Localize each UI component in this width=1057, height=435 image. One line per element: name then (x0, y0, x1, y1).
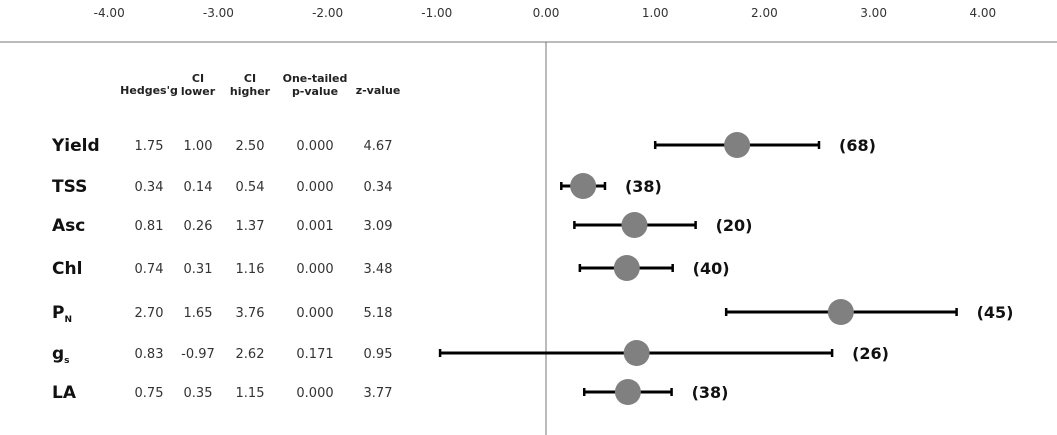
column-headers: Hedges'gCI lower CI higher One-tailed p-value… (120, 72, 400, 98)
forest-row: Yield 1.75 1.00 2.50 0.000 4.67 (68) (51, 132, 876, 158)
column-header: CI higher (230, 72, 271, 98)
data-cell: 0.14 (184, 180, 213, 195)
data-cell: 0.35 (184, 386, 213, 401)
data-cell: 1.65 (184, 306, 213, 321)
data-cell: 0.74 (135, 262, 164, 277)
data-cell: 3.76 (236, 306, 265, 321)
data-cell: 0.34 (135, 180, 164, 195)
sample-size-label: (20) (716, 216, 753, 235)
data-cell: 2.50 (236, 139, 265, 154)
x-tick-label: -3.00 (203, 6, 234, 20)
row-label: TSS (52, 177, 87, 197)
data-cell: 0.54 (236, 180, 265, 195)
data-cell: 3.77 (364, 386, 393, 401)
data-cell: 0.000 (296, 386, 333, 401)
column-header: One-tailed p-value (283, 72, 348, 98)
forest-row: gs 0.83 -0.97 2.62 0.171 0.95 (26) (52, 340, 889, 366)
data-cell: 0.171 (296, 347, 333, 362)
row-label: Yield (51, 136, 100, 156)
sample-size-label: (40) (693, 259, 730, 278)
x-axis: -4.00 -3.00 -2.00 -1.00 0.00 1.00 2.00 3.00 4.00 (0, 6, 1057, 435)
sample-size-label: (45) (977, 303, 1014, 322)
row-label: Asc (52, 216, 85, 236)
forest-row: LA 0.75 0.35 1.15 0.000 3.77 (38) (52, 379, 728, 405)
forest-row: Chl 0.74 0.31 1.16 0.000 3.48 (40) (52, 255, 730, 281)
data-cell: -0.97 (181, 347, 215, 362)
data-cell: 3.48 (364, 262, 393, 277)
sample-size-label: (26) (852, 344, 889, 363)
row-label: gs (52, 344, 70, 366)
x-tick-label: -2.00 (312, 6, 343, 20)
data-cell: 0.000 (296, 180, 333, 195)
effect-marker (724, 132, 751, 158)
effect-marker (614, 379, 641, 405)
data-cell: 1.37 (236, 219, 265, 234)
x-tick-label: -1.00 (421, 6, 452, 20)
x-tick-label: -4.00 (94, 6, 125, 20)
column-header: CI lower (181, 72, 216, 98)
x-tick-label: 1.00 (642, 6, 669, 20)
forest-row: PN 2.70 1.65 3.76 0.000 5.18 (45) (52, 299, 1013, 325)
data-cell: 1.00 (184, 139, 213, 154)
data-cell: 0.83 (135, 347, 164, 362)
data-cell: 0.000 (296, 139, 333, 154)
data-cell: 0.31 (184, 262, 213, 277)
effect-marker (621, 212, 648, 238)
forest-rows: Yield 1.75 1.00 2.50 0.000 4.67 (68) TSS 0.34 0.1… (51, 132, 1013, 405)
data-cell: 2.62 (236, 347, 265, 362)
row-label: Chl (52, 259, 82, 279)
effect-marker (827, 299, 854, 325)
column-header: z-value (356, 84, 401, 97)
x-tick-label: 0.00 (533, 6, 560, 20)
x-tick-label: 4.00 (969, 6, 996, 20)
effect-marker (570, 173, 597, 199)
forest-row: Asc 0.81 0.26 1.37 0.001 3.09 (20) (52, 212, 752, 238)
data-cell: 1.16 (236, 262, 265, 277)
x-tick-label: 2.00 (751, 6, 778, 20)
data-cell: 0.95 (364, 347, 393, 362)
effect-marker (613, 255, 640, 281)
data-cell: 3.09 (364, 219, 393, 234)
data-cell: 1.75 (135, 139, 164, 154)
sample-size-label: (68) (839, 136, 876, 155)
sample-size-label: (38) (692, 383, 729, 402)
data-cell: 0.26 (184, 219, 213, 234)
data-cell: 0.000 (296, 262, 333, 277)
effect-marker (623, 340, 650, 366)
data-cell: 2.70 (135, 306, 164, 321)
data-cell: 0.81 (135, 219, 164, 234)
row-label: LA (52, 383, 77, 403)
sample-size-label: (38) (625, 177, 662, 196)
forest-row: TSS 0.34 0.14 0.54 0.000 0.34 (38) (52, 173, 662, 199)
data-cell: 1.15 (236, 386, 265, 401)
row-label: PN (52, 303, 72, 325)
data-cell: 0.001 (296, 219, 333, 234)
data-cell: 5.18 (364, 306, 393, 321)
data-cell: 0.34 (364, 180, 393, 195)
data-cell: 0.75 (135, 386, 164, 401)
data-cell: 4.67 (364, 139, 393, 154)
x-tick-label: 3.00 (860, 6, 887, 20)
column-header: Hedges'g (120, 84, 178, 97)
data-cell: 0.000 (296, 306, 333, 321)
